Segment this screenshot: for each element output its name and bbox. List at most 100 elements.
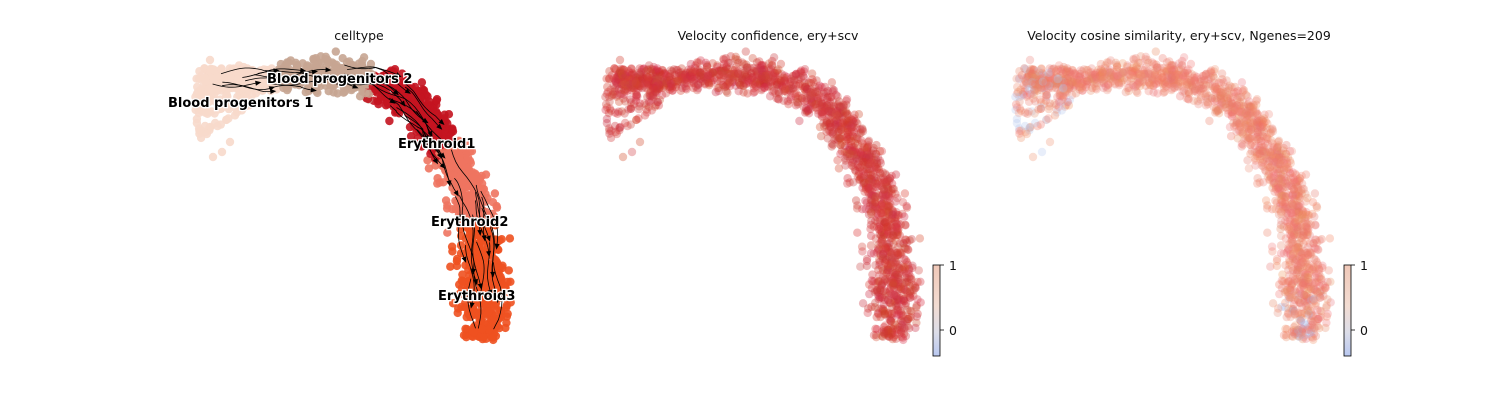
- cell-point: [887, 302, 897, 312]
- cell-point: [618, 152, 628, 162]
- cell-point: [1237, 78, 1247, 87]
- cell-point: [823, 134, 832, 143]
- cluster-label-erythroid3: Erythroid3: [438, 289, 515, 304]
- cluster-label-blood-progenitors-1: Blood progenitors 1: [168, 96, 313, 111]
- cell-point: [911, 283, 920, 292]
- cell-point: [1263, 228, 1272, 237]
- panel-velocity-cosine-similarity: Velocity cosine similarity, ery+scv, Nge…: [1011, 28, 1368, 357]
- cell-point: [447, 242, 457, 251]
- cell-point: [784, 100, 793, 109]
- velocity-confidence-points: [601, 47, 925, 345]
- panel-title-velocity-confidence: Velocity confidence, ery+scv: [678, 28, 859, 43]
- cell-point: [800, 73, 809, 83]
- cell-point: [620, 85, 629, 95]
- cell-point: [866, 241, 876, 250]
- cell-point: [1310, 189, 1320, 198]
- cell-point: [634, 104, 644, 114]
- cell-point: [457, 158, 466, 167]
- cell-point: [843, 174, 852, 183]
- cell-point: [888, 184, 897, 193]
- cell-point: [443, 228, 452, 237]
- cell-point: [209, 65, 218, 75]
- cell-point: [879, 200, 888, 210]
- cell-point: [457, 170, 466, 180]
- cell-point: [888, 281, 898, 290]
- cell-point: [826, 93, 835, 102]
- cell-point: [477, 302, 487, 312]
- cell-point: [774, 65, 783, 74]
- cell-point: [901, 299, 911, 308]
- cell-point: [883, 222, 892, 232]
- cell-point: [205, 55, 215, 65]
- cell-point: [852, 204, 862, 213]
- cluster-label-erythroid1: Erythroid1: [398, 137, 475, 152]
- cell-point: [809, 86, 818, 96]
- cell-point: [875, 277, 884, 286]
- colorbar-velocity-confidence: 1 0: [932, 258, 957, 357]
- cell-point: [733, 69, 743, 78]
- cell-point: [734, 58, 743, 67]
- cell-point: [757, 73, 766, 82]
- cell-point: [880, 309, 889, 319]
- cell-point: [442, 204, 452, 213]
- cell-point: [448, 127, 458, 136]
- cell-point: [653, 85, 662, 94]
- cell-point: [714, 83, 724, 93]
- cell-point: [704, 71, 713, 80]
- cell-point: [863, 183, 873, 192]
- cell-point: [853, 228, 862, 237]
- cell-point: [385, 116, 394, 126]
- cell-point: [471, 321, 480, 330]
- cell-point: [891, 170, 901, 179]
- cell-point: [627, 147, 637, 157]
- cell-point: [193, 87, 203, 97]
- cell-point: [603, 87, 613, 97]
- cell-point: [850, 165, 860, 175]
- cell-point: [736, 80, 745, 90]
- cell-point: [605, 67, 614, 76]
- cell-point: [504, 266, 513, 275]
- cell-point: [490, 189, 500, 198]
- cell-point: [645, 97, 654, 106]
- cell-point: [1205, 116, 1214, 126]
- cell-point: [627, 64, 636, 73]
- cell-point: [804, 105, 813, 114]
- colorbar-tick-1: 1: [949, 258, 957, 273]
- cell-point: [692, 58, 702, 67]
- cell-point: [1274, 304, 1283, 313]
- cell-point: [899, 254, 909, 264]
- cell-point: [827, 142, 836, 151]
- panel-title-celltype: celltype: [334, 28, 384, 43]
- cluster-label-blood-progenitors-2: Blood progenitors 2: [267, 72, 412, 87]
- cell-point: [211, 118, 220, 128]
- panel-celltype: celltype Blood progenitors 1 Blood proge…: [167, 28, 517, 345]
- cell-point: [898, 198, 908, 207]
- cell-point: [489, 254, 499, 264]
- cell-point: [741, 72, 751, 82]
- cell-point: [862, 261, 872, 271]
- velocity-cosine-similarity-points: [1011, 47, 1335, 345]
- cell-point: [612, 129, 621, 139]
- cell-point: [866, 209, 876, 218]
- cell-point: [900, 212, 909, 221]
- cell-point: [828, 127, 837, 136]
- cell-point: [602, 114, 612, 124]
- cell-point: [905, 236, 914, 245]
- cell-point: [880, 175, 889, 184]
- cell-point: [233, 74, 242, 84]
- cell-point: [702, 62, 712, 71]
- cell-point: [195, 129, 204, 138]
- cell-point: [900, 189, 910, 198]
- cell-point: [741, 47, 750, 56]
- cell-point: [461, 324, 470, 333]
- cell-point: [726, 69, 735, 79]
- cell-point: [643, 74, 652, 84]
- cell-point: [795, 116, 804, 126]
- cell-point: [478, 184, 487, 193]
- cell-point: [635, 137, 645, 147]
- cell-point: [866, 224, 875, 234]
- cell-point: [200, 121, 210, 131]
- cell-point: [780, 76, 789, 86]
- colorbar-tick-0: 0: [949, 323, 957, 338]
